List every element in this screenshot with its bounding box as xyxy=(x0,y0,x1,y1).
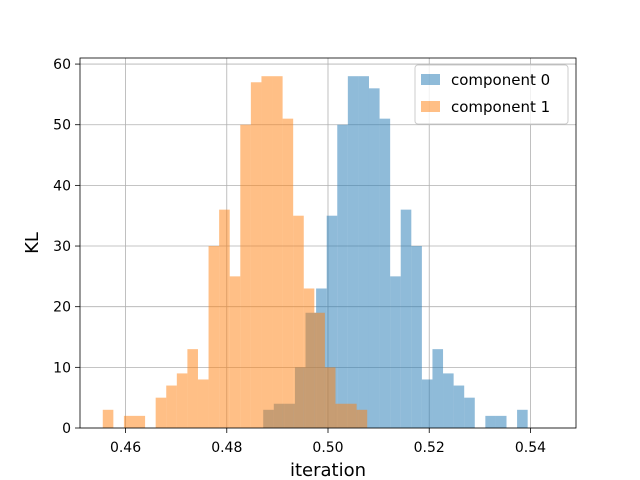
y-tick-label: 20 xyxy=(53,300,71,316)
histogram-bar-component-1 xyxy=(346,403,357,428)
histogram-bar-component-1 xyxy=(335,403,347,428)
histogram-bar-component-1 xyxy=(314,312,325,428)
histogram-bar-component-0 xyxy=(443,373,454,428)
y-tick-label: 40 xyxy=(53,178,71,194)
histogram-bar-component-0 xyxy=(390,276,401,428)
y-tick-label: 30 xyxy=(53,239,71,255)
x-axis-label: iteration xyxy=(290,460,366,480)
histogram-bar-component-0 xyxy=(517,409,528,428)
histogram-bar-component-0 xyxy=(358,76,369,429)
histogram-bar-component-0 xyxy=(421,379,433,428)
histogram-bar-component-1 xyxy=(197,379,209,428)
histogram-bar-component-1 xyxy=(282,118,294,429)
histogram-bar-component-1 xyxy=(250,82,262,428)
histogram-bar-component-0 xyxy=(453,385,465,428)
y-tick-label: 50 xyxy=(53,118,71,134)
histogram-bar-component-0 xyxy=(464,397,475,428)
histogram-bar-component-0 xyxy=(347,76,359,429)
histogram-bar-component-1 xyxy=(303,288,315,428)
y-tick-label: 0 xyxy=(62,421,71,437)
histogram-bar-component-1 xyxy=(240,124,251,428)
axis-ticks: 0.46 0.48 0.50 0.52 0.54 0 10 20 30 40 50 60 xyxy=(53,57,546,456)
legend-swatch-component-0 xyxy=(421,74,440,85)
histogram-bar-component-0 xyxy=(485,415,496,428)
histogram-bar-component-0 xyxy=(432,349,444,428)
histogram-bar-component-1 xyxy=(208,246,220,428)
histogram-bar-component-1 xyxy=(134,415,146,428)
y-tick-label: 10 xyxy=(53,360,71,376)
histogram-bar-component-0 xyxy=(400,209,412,428)
histogram-bar-component-0 xyxy=(495,415,507,428)
histogram-bar-component-1 xyxy=(187,349,198,428)
histogram-bar-component-0 xyxy=(368,88,380,428)
x-tick-label: 0.46 xyxy=(110,440,141,456)
histogram-bar-component-1 xyxy=(272,76,283,429)
histogram-bar-component-1 xyxy=(166,385,177,428)
histogram-bar-component-1 xyxy=(324,367,336,428)
histogram-bar-component-1 xyxy=(229,276,241,428)
histogram-bar-component-1 xyxy=(176,373,188,428)
x-tick-label: 0.52 xyxy=(414,440,445,456)
x-tick-label: 0.50 xyxy=(312,440,343,456)
legend: component 0 component 1 xyxy=(414,64,569,125)
histogram-bar-component-1 xyxy=(155,397,167,428)
bars xyxy=(102,76,528,429)
histogram-bar-component-1 xyxy=(123,415,135,428)
histogram-bar-component-1 xyxy=(219,209,230,428)
legend-label-component-0: component 0 xyxy=(451,71,550,89)
x-tick-label: 0.54 xyxy=(515,440,546,456)
histogram-bar-component-0 xyxy=(326,215,338,428)
x-tick-label: 0.48 xyxy=(211,440,242,456)
y-axis-label: KL xyxy=(22,232,43,254)
histogram-bar-component-0 xyxy=(411,246,422,428)
legend-label-component-1: component 1 xyxy=(451,98,550,116)
histogram-bar-component-0 xyxy=(379,118,391,429)
legend-box xyxy=(414,64,569,125)
histogram-bar-component-1 xyxy=(102,409,114,428)
histogram-bar-component-1 xyxy=(293,215,304,428)
histogram-bar-component-1 xyxy=(261,76,273,429)
y-tick-label: 60 xyxy=(53,57,71,73)
histogram-bar-component-1 xyxy=(356,409,368,428)
legend-swatch-component-1 xyxy=(421,101,440,112)
histogram-bar-component-0 xyxy=(337,124,348,428)
